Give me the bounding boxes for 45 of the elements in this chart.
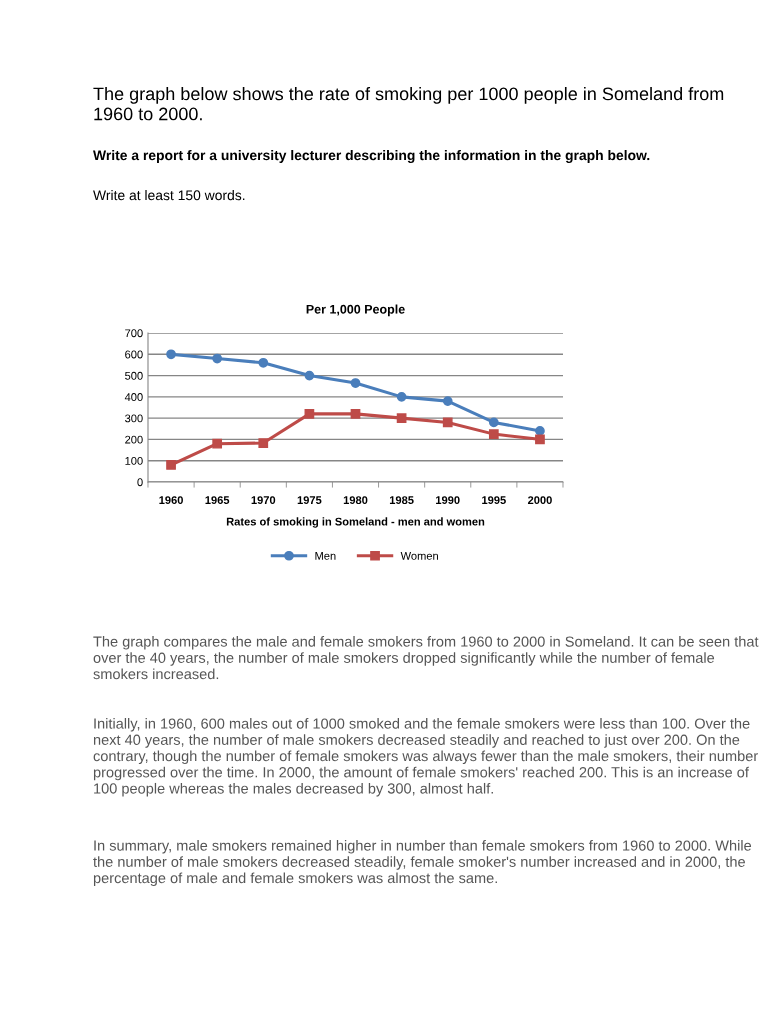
y-tick-label: 500	[125, 371, 143, 380]
point	[442, 417, 453, 428]
text: Initially, in 1960, 600 males out of 1000 smoked and the female smokers were less than 100. Over the next 40 years, the number of male smokers decreased steadily and reached to just over 200. On the contrary, though the number of female smokers was always fewer than the male smokers, their number progressed over the time. In 2000, the amount of female smokers' reached 200. This is an increase of 100 people whereas the males decreased by 300, almost half.	[93, 718, 758, 797]
y-tick-label: 400	[124, 393, 143, 401]
y-tick-label: 200	[125, 435, 143, 444]
x-tick-label: 1960	[159, 496, 183, 505]
point	[212, 353, 223, 364]
x-axis-title: Rates of smoking in Someland - men and women	[226, 517, 485, 528]
point	[212, 438, 223, 449]
point	[535, 426, 545, 436]
legend-label: Women	[400, 552, 438, 560]
point	[396, 391, 407, 402]
y-tick-label: 0	[137, 478, 143, 487]
x-tick-label: 2000	[527, 496, 552, 505]
x-tick-label: 1965	[205, 496, 230, 505]
y-tick-label: 700	[125, 329, 143, 338]
point	[396, 413, 407, 424]
y-tick-label: 600	[125, 350, 143, 359]
point	[488, 417, 499, 428]
point	[350, 409, 361, 419]
x-tick-label: 1985	[389, 496, 414, 505]
x-tick-label: 1980	[343, 496, 368, 505]
point	[304, 370, 315, 381]
text: The graph compares the male and female smokers from 1960 to 2000 in Someland. It can be seen that over the 40 years, the number of male smokers dropped significantly while the number of female smokers increased.	[93, 636, 759, 680]
text: Write a report for a university lecturer describing the information in the graph below.	[93, 150, 650, 164]
point	[442, 396, 453, 406]
point	[350, 378, 361, 388]
point	[258, 357, 269, 368]
chart-title: Per 1,000 People	[306, 304, 405, 317]
point	[304, 409, 315, 419]
point	[258, 438, 269, 448]
x-tick-label: 1975	[297, 496, 322, 505]
point	[488, 429, 499, 439]
point	[166, 460, 176, 470]
y-tick-label: 300	[125, 414, 143, 423]
x-tick-label: 1970	[251, 496, 276, 505]
text: The graph below shows the rate of smoking per 1000 people in Someland from 1960 to 2000.	[93, 87, 724, 121]
x-tick-label: 1990	[436, 496, 460, 505]
point	[166, 349, 176, 360]
point	[535, 434, 545, 445]
text: In summary, male smokers remained higher in number than female smokers from 1960 to 2000. While the number of male smokers decreased steadily, female smoker's number increased and in 2000, the percentage of male and female smokers was almost the same.	[93, 840, 752, 887]
x-tick-label: 1995	[482, 496, 506, 505]
y-tick-label: 100	[125, 456, 143, 465]
legend-label: Men	[315, 552, 336, 560]
text: Write at least 150 words.	[93, 190, 245, 201]
